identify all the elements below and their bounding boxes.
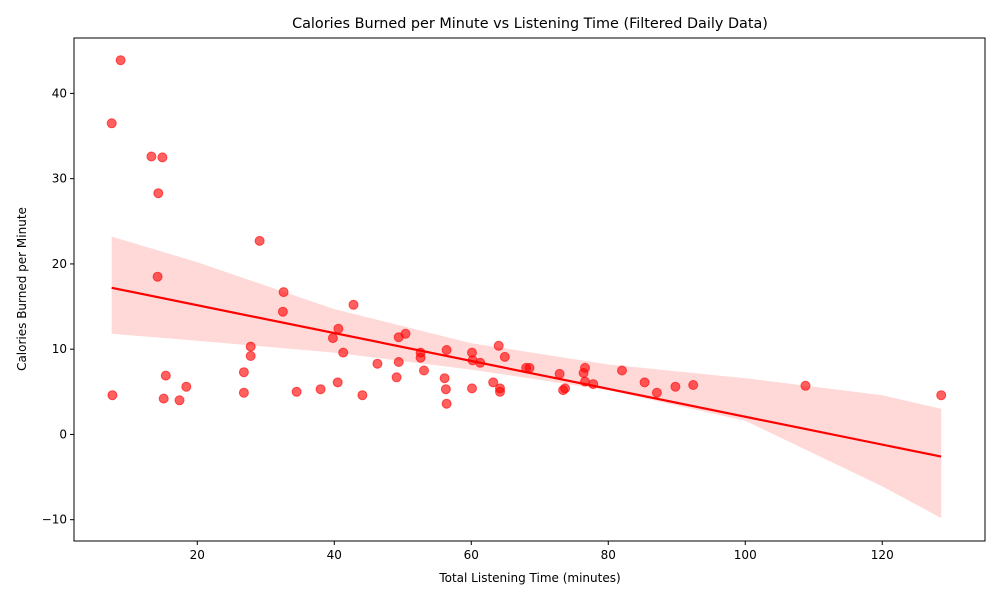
- y-tick-label: 40: [52, 86, 67, 100]
- data-point: [651, 387, 662, 398]
- y-axis-ticks: −10 0 10 20 30 40: [42, 86, 74, 527]
- data-point: [107, 390, 118, 401]
- data-point: [393, 332, 404, 343]
- data-point: [158, 393, 169, 404]
- y-tick-label: 30: [52, 172, 67, 186]
- data-point: [333, 323, 344, 334]
- y-axis-label: Calories Burned per Minute: [15, 207, 29, 371]
- data-point: [357, 390, 368, 401]
- x-axis-ticks: 20 40 60 80 100 120: [190, 541, 894, 562]
- data-point: [278, 287, 289, 298]
- data-point: [688, 380, 699, 390]
- data-point: [439, 373, 450, 384]
- data-point: [327, 333, 338, 344]
- data-point: [441, 345, 452, 355]
- data-point: [639, 377, 650, 388]
- data-point: [254, 235, 265, 246]
- regression-line: [111, 286, 942, 458]
- data-point: [467, 383, 477, 394]
- data-point: [936, 390, 947, 401]
- data-point: [315, 384, 326, 395]
- data-point: [578, 368, 589, 378]
- confidence-band-layer: [111, 236, 942, 518]
- y-tick-label: −10: [42, 513, 67, 527]
- data-point: [440, 384, 451, 395]
- data-point: [146, 151, 157, 162]
- data-point: [332, 377, 343, 388]
- data-point: [157, 152, 168, 163]
- data-point: [488, 377, 499, 388]
- x-axis-label: Total Listening Time (minutes): [438, 571, 620, 585]
- data-point: [245, 351, 256, 361]
- x-tick-label: 120: [871, 548, 894, 562]
- y-tick-label: 10: [52, 342, 67, 356]
- data-point: [493, 340, 504, 351]
- data-point: [115, 55, 126, 66]
- data-point: [372, 358, 383, 369]
- data-point: [670, 381, 681, 392]
- data-point: [800, 380, 811, 391]
- regression-line-layer: [111, 286, 942, 458]
- data-point: [391, 372, 402, 383]
- plot-frame: [73, 37, 986, 542]
- chart-title: Calories Burned per Minute vs Listening …: [292, 16, 768, 32]
- data-point: [617, 365, 627, 376]
- data-point: [524, 362, 535, 373]
- data-point: [245, 341, 256, 352]
- data-point: [238, 387, 249, 398]
- data-point: [181, 381, 192, 392]
- data-point: [160, 370, 171, 381]
- data-point: [174, 395, 185, 406]
- data-point: [415, 352, 426, 363]
- data-point: [495, 386, 505, 397]
- y-tick-label: 0: [59, 427, 67, 441]
- data-point: [558, 385, 569, 396]
- data-point: [106, 118, 117, 129]
- data-point: [338, 347, 349, 358]
- confidence-band: [111, 236, 942, 518]
- axes: [73, 37, 986, 542]
- data-point: [291, 386, 302, 397]
- data-point: [419, 365, 429, 376]
- data-point: [554, 368, 565, 379]
- data-point: [153, 188, 164, 199]
- data-point: [238, 367, 249, 378]
- x-tick-label: 40: [327, 548, 342, 562]
- data-point: [277, 306, 288, 317]
- data-point: [441, 398, 452, 409]
- data-point: [348, 299, 359, 310]
- data-point: [393, 357, 404, 367]
- y-tick-label: 20: [52, 257, 67, 271]
- x-tick-label: 20: [190, 548, 205, 562]
- x-tick-label: 100: [734, 548, 757, 562]
- data-point: [152, 271, 163, 282]
- x-tick-label: 80: [601, 548, 616, 562]
- x-tick-label: 60: [464, 548, 479, 562]
- data-point: [499, 351, 510, 362]
